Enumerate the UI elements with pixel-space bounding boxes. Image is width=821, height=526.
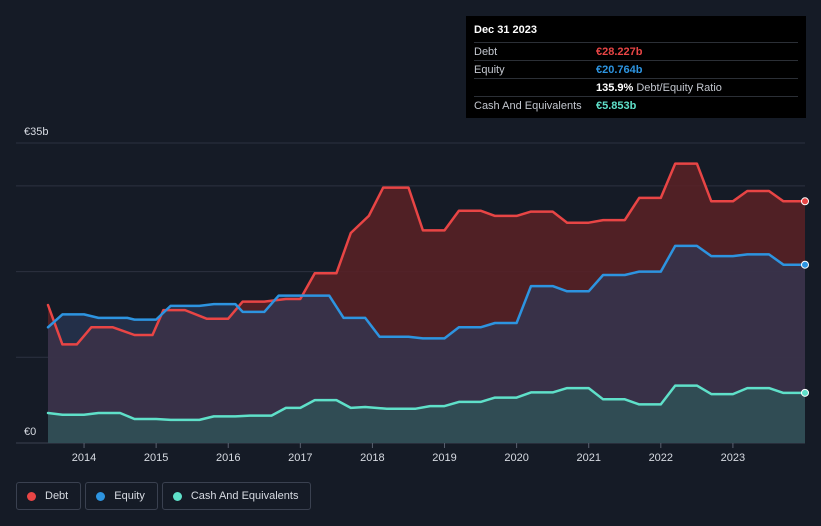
x-tick-label: 2016 xyxy=(216,452,240,464)
chart-legend: Debt Equity Cash And Equivalents xyxy=(16,482,312,510)
line-equity xyxy=(46,244,807,340)
area-equity xyxy=(48,245,805,443)
legend-item-equity[interactable]: Equity xyxy=(85,482,158,510)
x-tick-label: 2022 xyxy=(649,452,673,464)
tooltip-row-equity: Equity €20.764b xyxy=(474,60,798,78)
end-marker-cash-and-equivalents xyxy=(801,388,809,397)
tooltip-value-ratio: 135.9% xyxy=(596,81,634,94)
x-tick-label: 2023 xyxy=(721,452,745,464)
legend-item-cash[interactable]: Cash And Equivalents xyxy=(161,482,312,510)
data-tooltip: Dec 31 2023 Debt €28.227b Equity €20.764… xyxy=(466,16,806,118)
legend-dot-icon xyxy=(172,491,182,501)
tooltip-value-equity: €20.764b xyxy=(596,63,643,76)
x-tick-label: 2018 xyxy=(360,452,384,464)
y-axis-bottom-label: €0 xyxy=(24,426,36,438)
tooltip-value-debt: €28.227b xyxy=(596,45,643,58)
x-tick-label: 2017 xyxy=(288,452,312,464)
legend-label: Cash And Equivalents xyxy=(190,490,299,502)
tooltip-value-cash: €5.853b xyxy=(596,99,637,112)
tooltip-label: Cash And Equivalents xyxy=(474,99,582,112)
legend-label: Equity xyxy=(114,490,145,502)
x-tick-label: 2015 xyxy=(144,452,168,464)
legend-item-debt[interactable]: Debt xyxy=(16,482,82,510)
x-tick-label: 2021 xyxy=(576,452,600,464)
line-cash-and-equivalents xyxy=(46,384,807,422)
tooltip-ratio-suffix: Debt/Equity Ratio xyxy=(636,81,722,94)
x-tick-label: 2014 xyxy=(72,452,96,464)
tooltip-row-debt: Debt €28.227b xyxy=(474,42,798,60)
end-marker-debt xyxy=(801,197,809,206)
legend-dot-icon xyxy=(96,491,106,501)
tooltip-row-cash: Cash And Equivalents €5.853b xyxy=(474,96,798,114)
legend-label: Debt xyxy=(45,490,69,502)
x-tick-label: 2019 xyxy=(432,452,456,464)
legend-dot-icon xyxy=(27,491,36,501)
tooltip-row-ratio: 135.9% Debt/Equity Ratio xyxy=(474,78,798,96)
y-axis-top-label: €35b xyxy=(24,126,48,138)
tooltip-label: Debt xyxy=(474,45,498,58)
tooltip-date: Dec 31 2023 xyxy=(474,24,537,36)
end-marker-equity xyxy=(801,260,809,269)
x-tick-label: 2020 xyxy=(504,452,528,464)
tooltip-label: Equity xyxy=(474,63,505,76)
line-debt xyxy=(46,162,807,346)
